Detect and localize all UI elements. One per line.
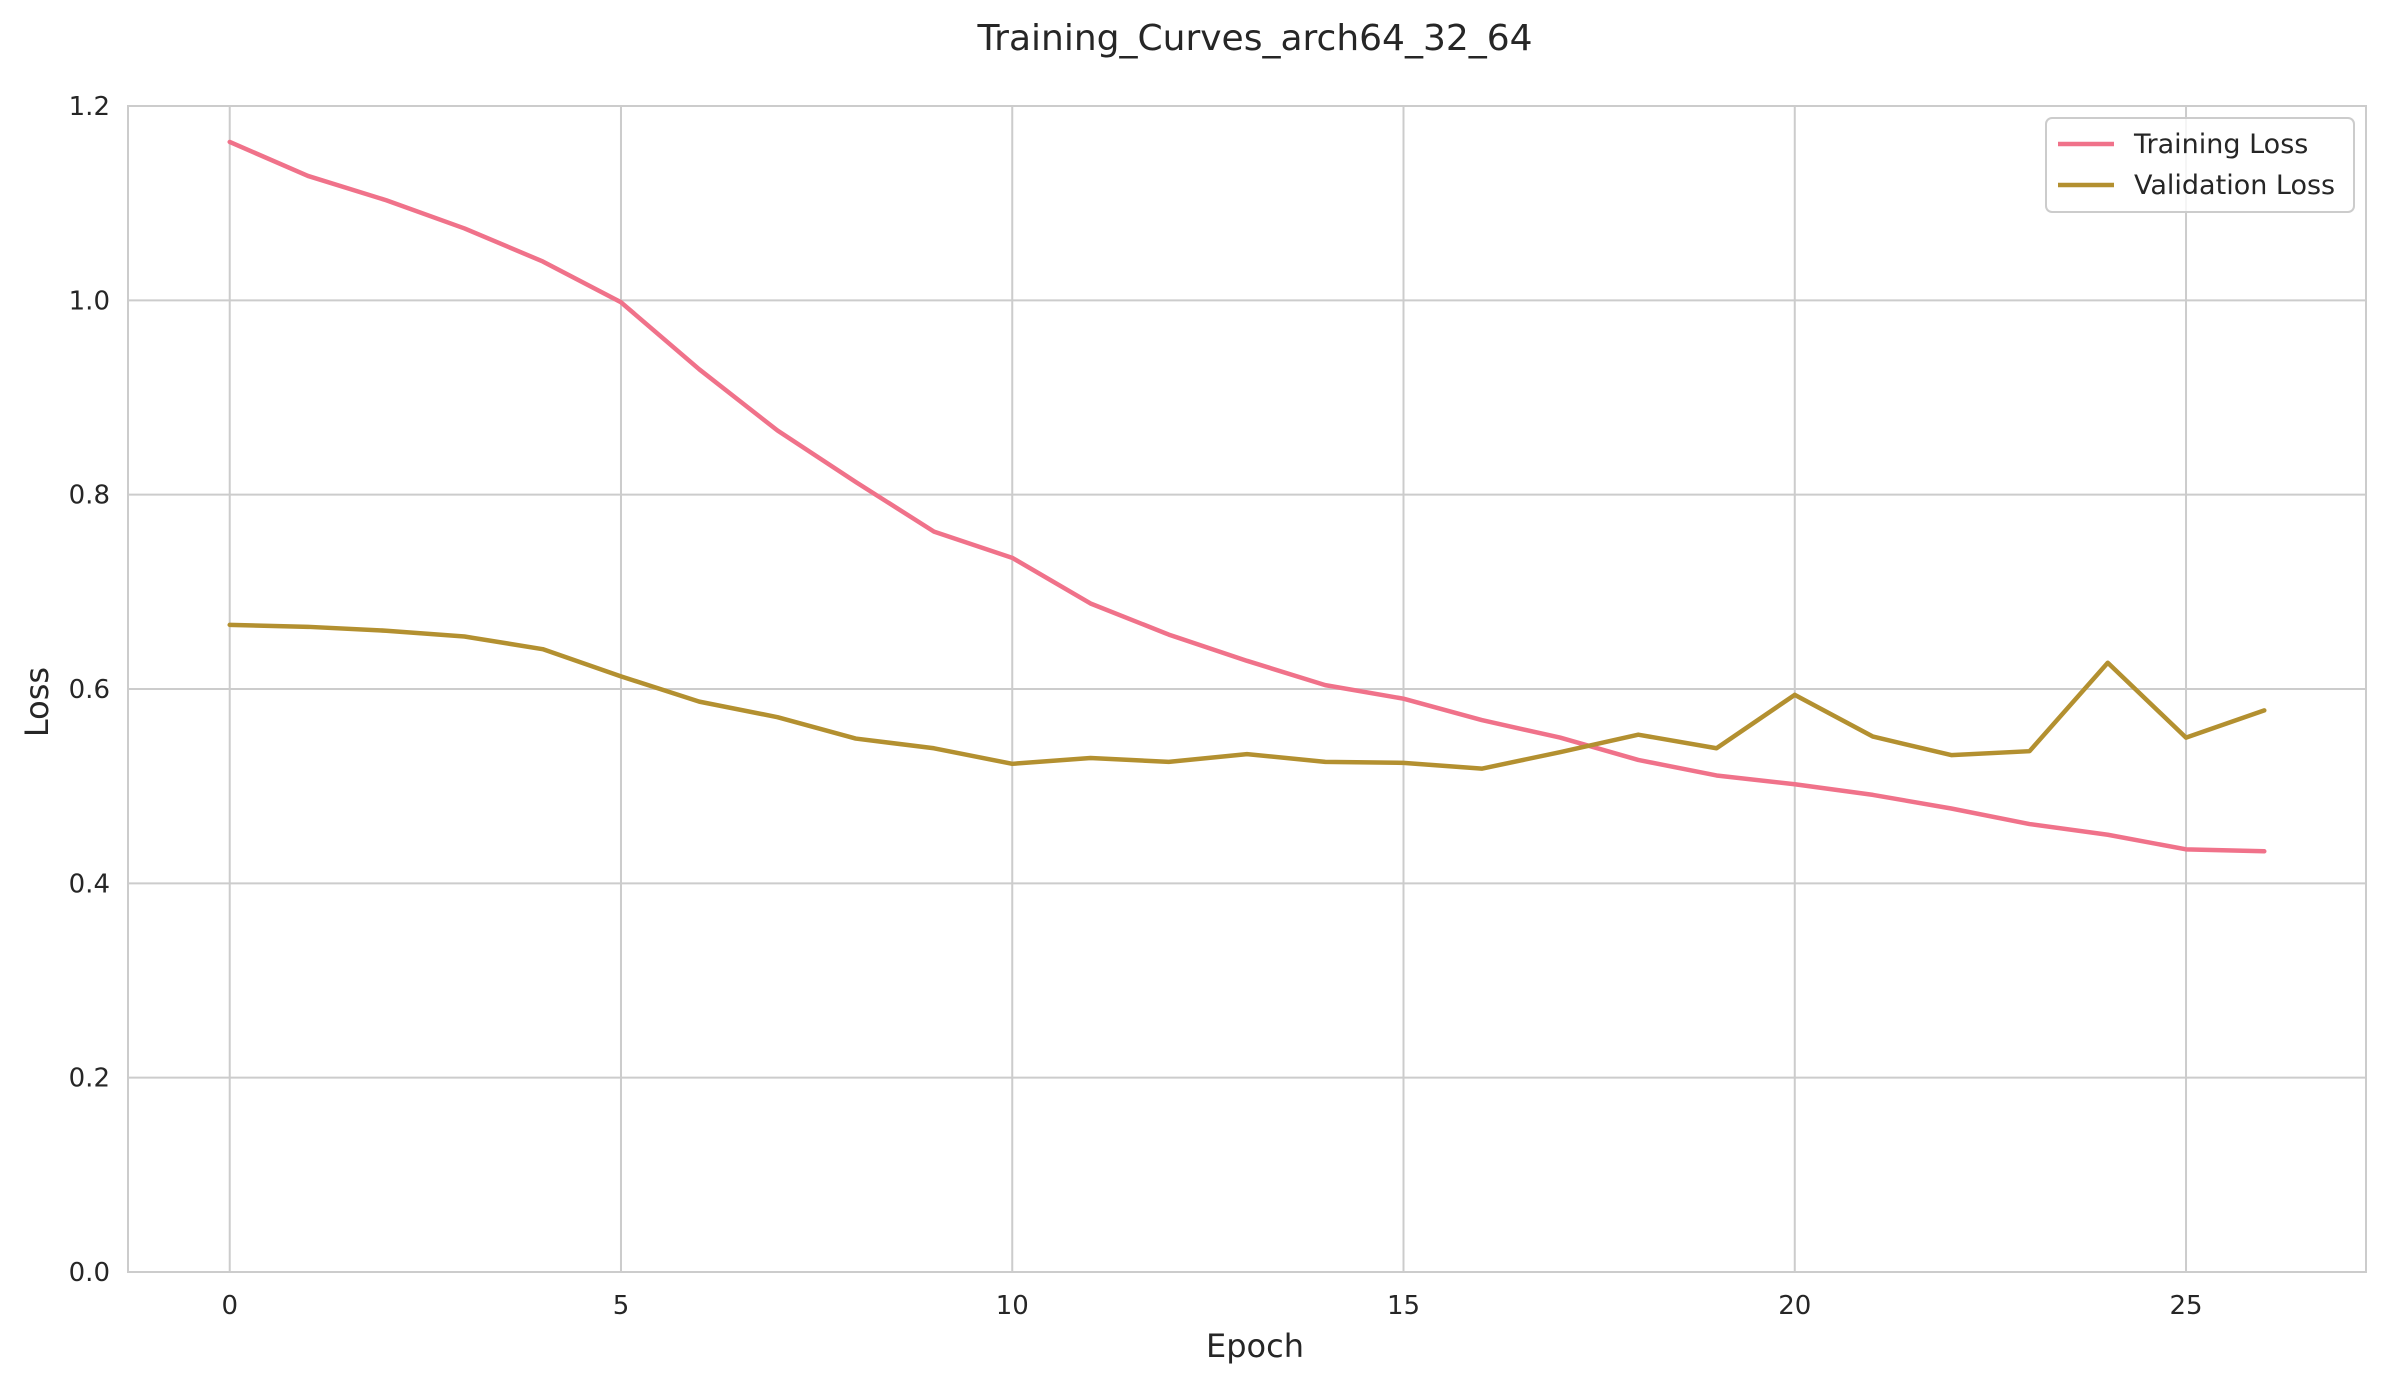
x-tick-label: 25: [2169, 1291, 2202, 1321]
legend-label: Validation Loss: [2134, 170, 2335, 201]
x-tick-label: 5: [613, 1291, 630, 1321]
y-tick-label: 0.4: [69, 869, 110, 899]
series-training-loss: [227, 139, 2267, 854]
y-axis-label: Loss: [18, 667, 56, 737]
x-tick-label: 10: [996, 1291, 1029, 1321]
chart-title: Training_Curves_arch64_32_64: [976, 18, 1532, 59]
plot-frame: [127, 105, 2367, 1273]
x-tick-label: 15: [1387, 1291, 1420, 1321]
x-tick-label: 20: [1778, 1291, 1811, 1321]
y-tick-label: 1.0: [69, 286, 110, 316]
legend-label: Training Loss: [2133, 129, 2308, 160]
series-validation-loss: [227, 622, 2267, 771]
x-axis-ticks: 0 5 10 15 20 25: [221, 1291, 2202, 1321]
x-tick-label: 0: [221, 1291, 238, 1321]
legend-item: Validation Loss: [2058, 170, 2335, 201]
y-tick-label: 1.2: [69, 92, 110, 122]
y-tick-label: 0.6: [69, 675, 110, 705]
grid: [128, 105, 2366, 1273]
series-line: [227, 139, 2267, 854]
legend-frame: [2045, 117, 2355, 213]
legend: Training Loss Validation Loss: [2045, 117, 2355, 213]
y-tick-label: 0.0: [69, 1258, 110, 1288]
y-axis-ticks: 0.0 0.2 0.4 0.6 0.8 1.0 1.2: [69, 92, 110, 1288]
legend-item: Training Loss: [2058, 129, 2308, 160]
series-layer: [227, 139, 2267, 854]
series-line: [227, 622, 2267, 771]
y-tick-label: 0.8: [69, 481, 110, 511]
x-axis-label: Epoch: [1206, 1327, 1304, 1365]
y-tick-label: 0.2: [69, 1064, 110, 1094]
